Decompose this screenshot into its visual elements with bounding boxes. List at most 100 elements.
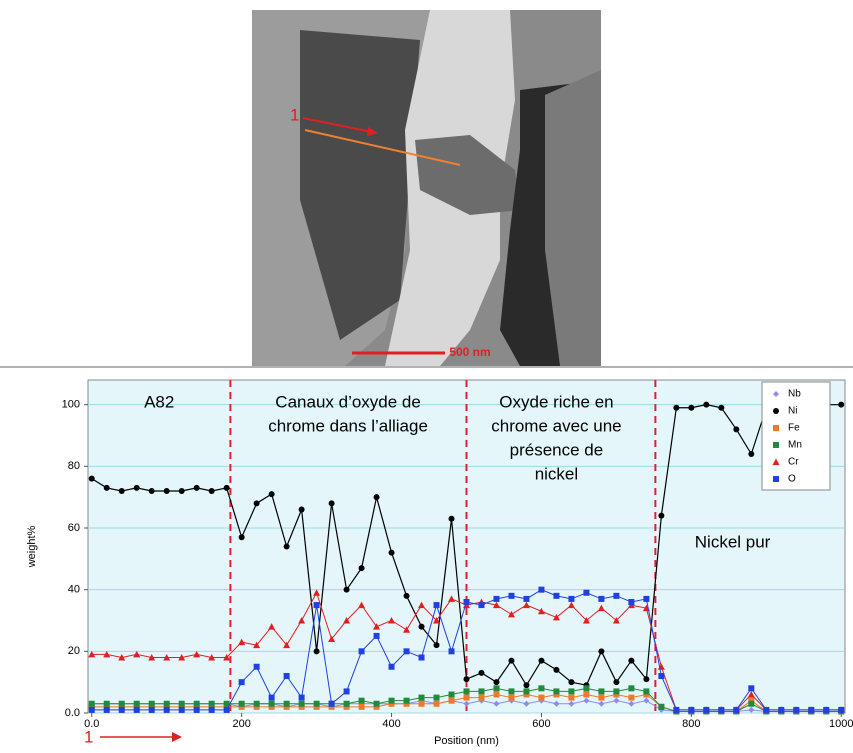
point	[238, 703, 245, 710]
point	[283, 703, 290, 710]
point	[478, 669, 485, 676]
point	[448, 697, 455, 704]
point	[643, 676, 650, 683]
point	[208, 703, 215, 710]
point	[208, 488, 215, 494]
micrograph: 1 500 nm	[252, 10, 601, 366]
point	[103, 700, 110, 707]
point	[748, 451, 755, 457]
point	[643, 688, 650, 695]
point	[568, 679, 575, 686]
point	[658, 512, 665, 519]
point	[628, 694, 635, 701]
point	[463, 694, 470, 701]
point	[613, 592, 620, 599]
point	[343, 617, 351, 624]
point	[747, 691, 755, 698]
point	[643, 595, 650, 602]
point	[133, 484, 140, 491]
point	[553, 592, 560, 599]
point	[433, 602, 440, 609]
legend-label: Cr	[788, 457, 799, 468]
point	[238, 679, 245, 686]
y-tick-label: 100	[62, 399, 80, 411]
point	[373, 700, 380, 707]
point	[253, 663, 260, 670]
point	[388, 617, 396, 624]
point	[193, 484, 200, 491]
legend-label: Nb	[788, 389, 801, 400]
point	[718, 404, 725, 411]
point	[283, 641, 291, 649]
scan-line	[304, 129, 461, 166]
point	[612, 617, 620, 624]
point	[298, 694, 305, 701]
legend-marker	[773, 391, 779, 397]
point	[178, 700, 185, 707]
point	[537, 607, 545, 615]
annotation: chrome dans l’alliage	[268, 416, 428, 435]
point	[148, 488, 155, 494]
annotation: présence de	[510, 440, 604, 459]
point	[403, 648, 410, 655]
point	[358, 601, 366, 609]
point	[88, 700, 95, 707]
x-tick-label: 400	[382, 718, 400, 730]
point	[163, 700, 170, 707]
x-tick-label: 800	[682, 718, 700, 730]
point	[118, 703, 125, 710]
point	[553, 666, 560, 673]
point	[538, 685, 545, 692]
point	[343, 688, 350, 695]
point	[733, 426, 740, 433]
x-tick-label: 0.0	[84, 718, 99, 730]
point	[253, 500, 260, 507]
point	[628, 700, 635, 707]
point	[298, 617, 306, 624]
x-tick-label: 600	[532, 718, 550, 730]
point	[507, 610, 515, 618]
point	[448, 691, 455, 698]
point	[148, 706, 155, 713]
point	[718, 706, 725, 713]
point	[568, 700, 575, 707]
point	[283, 700, 290, 707]
point	[838, 401, 845, 408]
point	[223, 706, 230, 713]
point	[268, 694, 275, 701]
point	[313, 589, 321, 596]
point	[148, 654, 156, 661]
point	[148, 703, 155, 710]
point	[808, 706, 815, 713]
point	[703, 401, 710, 408]
point	[448, 648, 455, 655]
point	[688, 706, 695, 713]
point	[298, 703, 305, 710]
point	[658, 673, 665, 679]
legend-marker	[773, 442, 779, 448]
point	[582, 617, 590, 624]
point	[418, 601, 426, 609]
point	[88, 475, 95, 482]
scan-arrow-head	[367, 127, 378, 136]
point	[493, 595, 500, 602]
point	[628, 685, 635, 692]
point	[223, 703, 230, 710]
point	[433, 617, 441, 624]
legend-marker	[773, 476, 779, 482]
point	[538, 694, 545, 701]
point	[553, 691, 560, 698]
point	[748, 700, 755, 707]
point	[133, 700, 140, 707]
point	[178, 488, 185, 494]
point	[133, 650, 141, 658]
point	[268, 703, 275, 710]
point	[433, 700, 440, 707]
point	[613, 688, 620, 695]
point	[343, 700, 350, 707]
point	[493, 700, 500, 707]
scale-bar-label: 500 nm	[449, 345, 490, 359]
point	[493, 685, 500, 692]
annotation: chrome avec une	[491, 416, 621, 435]
point	[463, 676, 470, 683]
